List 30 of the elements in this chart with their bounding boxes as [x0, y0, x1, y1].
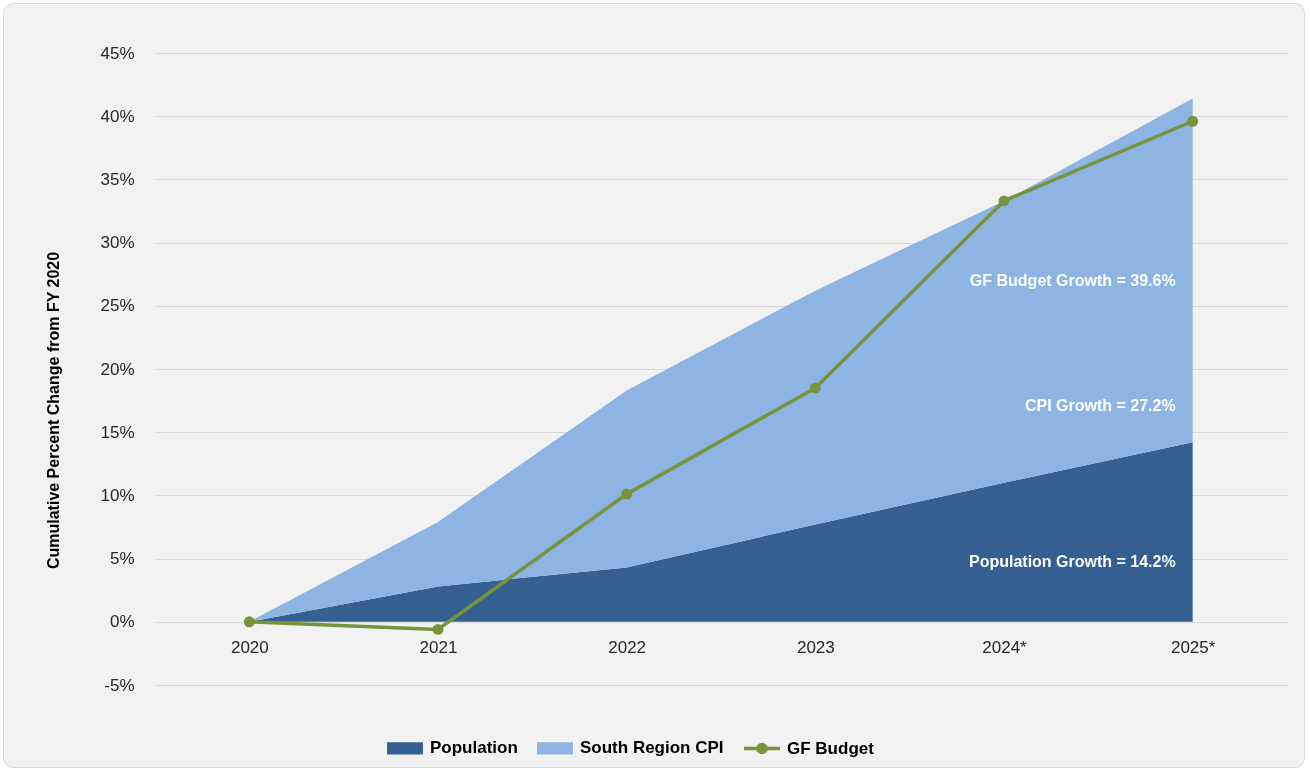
point [432, 623, 444, 635]
y-tick-label: 25% [100, 296, 135, 316]
y-tick-label: 15% [100, 422, 135, 442]
point [998, 195, 1010, 207]
legend-label: GF Budget [787, 738, 875, 758]
y-tick-label: 20% [100, 359, 135, 379]
point [243, 616, 255, 628]
legend-label: Population [430, 738, 518, 758]
y-tick-label: 45% [100, 43, 135, 63]
x-tick-label: 2024* [982, 638, 1028, 658]
x-tick-label: 2022 [608, 638, 647, 658]
y-axis-title: Cumulative Percent Change from FY 2020 [45, 251, 63, 570]
point [809, 382, 821, 394]
annotation: Population Growth = 14.2% [968, 553, 1176, 571]
point [1187, 115, 1199, 127]
x-tick-label: 2020 [230, 638, 269, 658]
y-tick-label: 35% [100, 169, 135, 189]
x-tick-label: 2023 [796, 638, 835, 658]
annotation: CPI Growth = 27.2% [1024, 396, 1176, 414]
y-tick-label: 30% [100, 233, 135, 253]
x-tick-label: 2025* [1170, 638, 1216, 658]
y-tick-label: 0% [109, 612, 135, 632]
x-tick-label: 2021 [419, 638, 458, 658]
point [621, 488, 633, 500]
legend-label: South Region CPI [580, 738, 724, 758]
y-tick-label: 40% [100, 106, 135, 126]
annotation: GF Budget Growth = 39.6% [969, 271, 1176, 289]
y-tick-label: -5% [104, 675, 135, 695]
y-tick-label: 5% [109, 549, 135, 569]
y-tick-label: 10% [100, 485, 135, 505]
